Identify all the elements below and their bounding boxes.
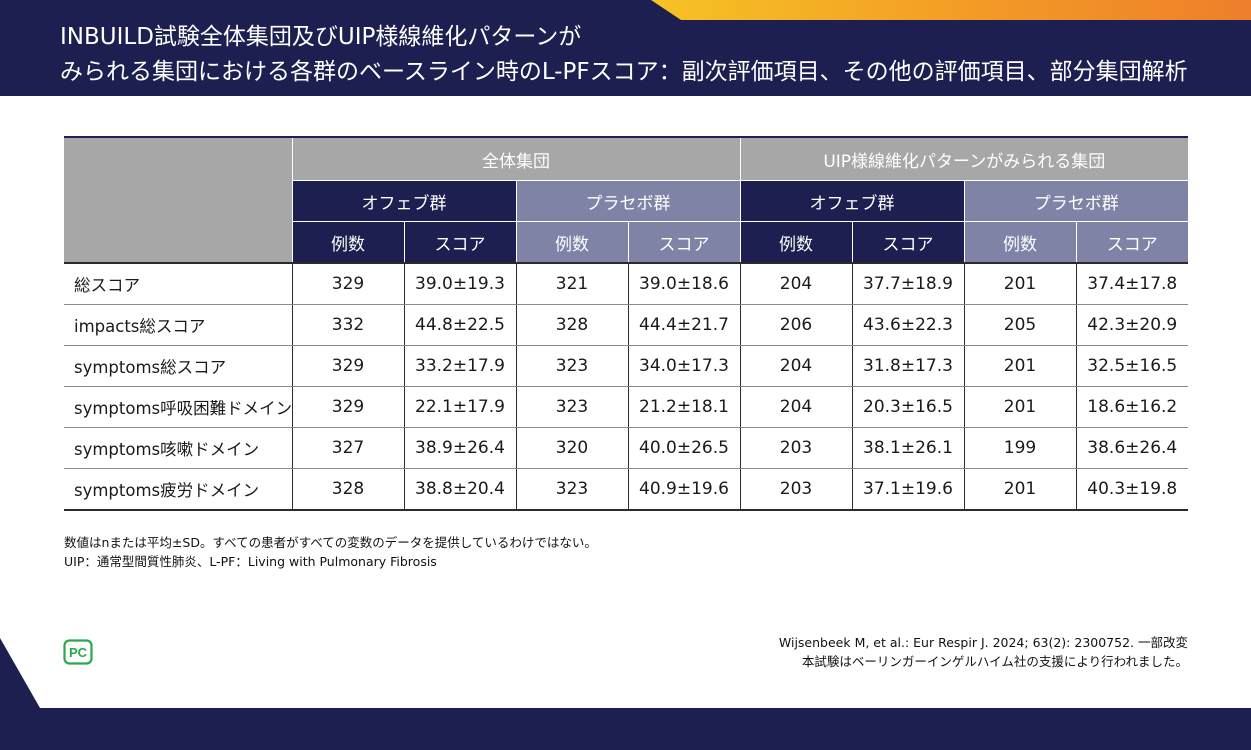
subheader-n: 例数 xyxy=(739,221,852,263)
table-cell: 39.0±18.6 xyxy=(627,262,740,305)
table-cell: 329 xyxy=(291,262,404,305)
row-label: symptoms呼吸困難ドメイン xyxy=(64,386,292,428)
row-label: impacts総スコア xyxy=(64,304,292,346)
table-cell: 37.4±17.8 xyxy=(1075,262,1189,305)
table-cell: 323 xyxy=(515,386,628,428)
table-cell: 33.2±17.9 xyxy=(403,345,516,387)
footnotes: 数値はnまたは平均±SD。すべての患者がすべての変数のデータを提供しているわけで… xyxy=(64,533,597,571)
table-cell: 321 xyxy=(515,262,628,305)
table-cell: 323 xyxy=(515,468,628,511)
table-cell: 204 xyxy=(739,262,852,305)
corner-header-cell xyxy=(64,136,292,263)
table-cell: 203 xyxy=(739,468,852,511)
arm-header-placebo-overall: プラセボ群 xyxy=(515,180,740,222)
group-header-overall: 全体集団 xyxy=(291,136,740,181)
table-cell: 38.8±20.4 xyxy=(403,468,516,511)
subheader-score: スコア xyxy=(851,221,964,263)
footnote-line: 数値はnまたは平均±SD。すべての患者がすべての変数のデータを提供しているわけで… xyxy=(64,535,597,550)
subheader-n: 例数 xyxy=(515,221,628,263)
row-label: symptoms咳嗽ドメイン xyxy=(64,427,292,469)
table-cell: 22.1±17.9 xyxy=(403,386,516,428)
citation: Wijsenbeek M, et al.: Eur Respir J. 2024… xyxy=(779,633,1188,671)
logo-text: PC xyxy=(69,645,88,660)
table-cell: 37.7±18.9 xyxy=(851,262,964,305)
table-row: impacts総スコア 332 44.8±22.5 328 44.4±21.7 … xyxy=(64,304,1189,346)
table-cell: 201 xyxy=(963,386,1076,428)
table-cell: 44.8±22.5 xyxy=(403,304,516,346)
footnote-line: UIP：通常型間質性肺炎、L-PF：Living with Pulmonary … xyxy=(64,554,437,569)
table-cell: 329 xyxy=(291,386,404,428)
row-label: symptoms疲労ドメイン xyxy=(64,468,292,511)
table-cell: 204 xyxy=(739,345,852,387)
row-label: 総スコア xyxy=(64,262,292,305)
pc-logo-icon: PC xyxy=(63,639,93,665)
subheader-score: スコア xyxy=(1075,221,1189,263)
table-row: symptoms疲労ドメイン 328 38.8±20.4 323 40.9±19… xyxy=(64,468,1189,511)
table-cell: 320 xyxy=(515,427,628,469)
header-accent-stripe xyxy=(651,0,1251,20)
table-cell: 199 xyxy=(963,427,1076,469)
group-header-uip: UIP様線維化パターンがみられる集団 xyxy=(739,136,1189,181)
lpf-score-table: 全体集団 UIP様線維化パターンがみられる集団 オフェブ群 プラセボ群 オフェブ… xyxy=(64,136,1189,511)
table-cell: 329 xyxy=(291,345,404,387)
arm-header-ofev-uip: オフェブ群 xyxy=(739,180,964,222)
table-cell: 328 xyxy=(291,468,404,511)
table-cell: 40.3±19.8 xyxy=(1075,468,1189,511)
table-cell: 332 xyxy=(291,304,404,346)
citation-sponsor-note: 本試験はベーリンガーインゲルハイム社の支援により行われました。 xyxy=(801,654,1188,669)
table-cell: 40.0±26.5 xyxy=(627,427,740,469)
subheader-score: スコア xyxy=(403,221,516,263)
footer-bar xyxy=(0,708,1251,750)
table-cell: 327 xyxy=(291,427,404,469)
table-cell: 32.5±16.5 xyxy=(1075,345,1189,387)
arm-header-ofev-overall: オフェブ群 xyxy=(291,180,516,222)
table-cell: 328 xyxy=(515,304,628,346)
title-banner: INBUILD試験全体集団及びUIP様線維化パターンが みられる集団における各群… xyxy=(0,0,1251,96)
table-cell: 206 xyxy=(739,304,852,346)
table-cell: 323 xyxy=(515,345,628,387)
table-cell: 18.6±16.2 xyxy=(1075,386,1189,428)
row-label: symptoms総スコア xyxy=(64,345,292,387)
table-cell: 21.2±18.1 xyxy=(627,386,740,428)
table-cell: 31.8±17.3 xyxy=(851,345,964,387)
footer-corner-triangle xyxy=(0,638,40,708)
table-cell: 38.9±26.4 xyxy=(403,427,516,469)
table-row: symptoms咳嗽ドメイン 327 38.9±26.4 320 40.0±26… xyxy=(64,427,1189,469)
table-row: symptoms総スコア 329 33.2±17.9 323 34.0±17.3… xyxy=(64,345,1189,387)
page-title-line-1: INBUILD試験全体集団及びUIP様線維化パターンが xyxy=(60,24,582,50)
page-title-line-2: みられる集団における各群のベースライン時のL-PFスコア：副次評価項目、その他の… xyxy=(60,59,1188,85)
table-cell: 201 xyxy=(963,262,1076,305)
table-cell: 39.0±19.3 xyxy=(403,262,516,305)
table-cell: 205 xyxy=(963,304,1076,346)
subheader-n: 例数 xyxy=(963,221,1076,263)
table-cell: 43.6±22.3 xyxy=(851,304,964,346)
table-cell: 38.1±26.1 xyxy=(851,427,964,469)
table-cell: 203 xyxy=(739,427,852,469)
citation-reference: Wijsenbeek M, et al.: Eur Respir J. 2024… xyxy=(778,635,1188,650)
subheader-n: 例数 xyxy=(291,221,404,263)
table-cell: 204 xyxy=(739,386,852,428)
table-cell: 34.0±17.3 xyxy=(627,345,740,387)
table-cell: 42.3±20.9 xyxy=(1075,304,1189,346)
table-cell: 20.3±16.5 xyxy=(851,386,964,428)
table-cell: 44.4±21.7 xyxy=(627,304,740,346)
table-cell: 40.9±19.6 xyxy=(627,468,740,511)
arm-header-placebo-uip: プラセボ群 xyxy=(963,180,1189,222)
table-row: 総スコア 329 39.0±19.3 321 39.0±18.6 204 37.… xyxy=(64,262,1189,305)
table-cell: 201 xyxy=(963,345,1076,387)
table-cell: 201 xyxy=(963,468,1076,511)
table-cell: 38.6±26.4 xyxy=(1075,427,1189,469)
table-row: symptoms呼吸困難ドメイン 329 22.1±17.9 323 21.2±… xyxy=(64,386,1189,428)
table-cell: 37.1±19.6 xyxy=(851,468,964,511)
subheader-score: スコア xyxy=(627,221,740,263)
